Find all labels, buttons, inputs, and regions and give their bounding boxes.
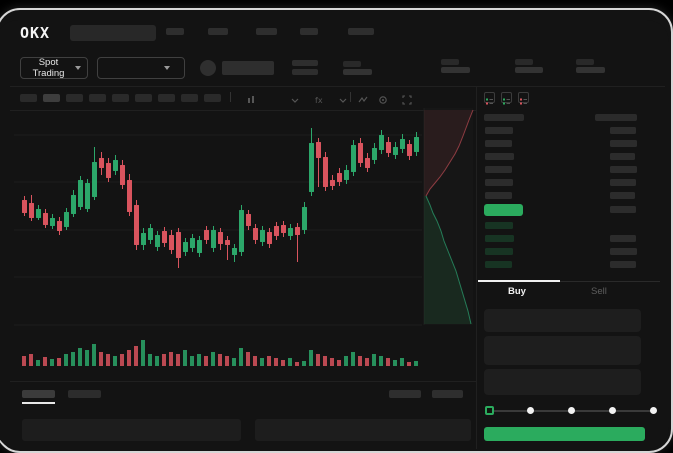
orderbook-bid-amount[interactable] bbox=[610, 235, 636, 242]
orderbook-ask-price[interactable] bbox=[485, 179, 513, 186]
timeframe-button[interactable] bbox=[204, 94, 221, 102]
ticker-stat-label bbox=[515, 59, 533, 65]
orderbook-bids-icon[interactable] bbox=[501, 92, 512, 105]
orderbook-ask-price[interactable] bbox=[485, 166, 512, 173]
bottom-panel-tab[interactable] bbox=[22, 390, 55, 398]
bottom-table-placeholder bbox=[22, 419, 241, 441]
timeframe-button[interactable] bbox=[89, 94, 106, 102]
bottom-bar-control[interactable] bbox=[432, 390, 463, 398]
toolbar-separator bbox=[350, 92, 351, 102]
orderbook-ask-amount[interactable] bbox=[610, 192, 635, 199]
ticker-stat-label bbox=[441, 59, 459, 65]
indicators-icon[interactable]: fx bbox=[314, 92, 324, 105]
orderbook-asks-icon[interactable] bbox=[518, 92, 529, 105]
orderbook-bid-amount[interactable] bbox=[610, 261, 636, 268]
nav-menu-item[interactable] bbox=[256, 28, 277, 35]
tab-buy[interactable]: Buy bbox=[508, 286, 526, 297]
timeframe-button[interactable] bbox=[112, 94, 129, 102]
orderbook-ask-price[interactable] bbox=[485, 192, 512, 199]
slider-stop-dot[interactable] bbox=[609, 407, 616, 414]
orderbook-ask-price[interactable] bbox=[485, 153, 514, 160]
pair-dropdown[interactable] bbox=[97, 57, 185, 79]
ticker-stat-label bbox=[343, 61, 361, 67]
active-tab-indicator bbox=[478, 280, 560, 282]
nav-menu-item[interactable] bbox=[208, 28, 228, 35]
tab-sell[interactable]: Sell bbox=[591, 286, 607, 297]
pair-name-placeholder bbox=[222, 61, 274, 75]
ticker-mini-placeholder bbox=[292, 69, 318, 75]
orderbook-bid-price[interactable] bbox=[485, 222, 513, 229]
timeframe-button[interactable] bbox=[158, 94, 175, 102]
chevron-down-icon[interactable] bbox=[290, 92, 300, 103]
orderbook-ask-amount[interactable] bbox=[610, 179, 636, 186]
line-tools-icon[interactable] bbox=[358, 92, 368, 103]
ticker-stat-label bbox=[576, 59, 594, 65]
divider bbox=[10, 86, 665, 87]
depth-chart-area[interactable] bbox=[424, 108, 474, 325]
bottom-panel-tab[interactable] bbox=[68, 390, 101, 398]
orderbook-bid-amount[interactable] bbox=[610, 248, 637, 255]
orderbook-ask-amount[interactable] bbox=[610, 166, 637, 173]
chevron-down-icon[interactable] bbox=[338, 92, 348, 103]
bottom-bar-control[interactable] bbox=[389, 390, 421, 398]
orderbook-ask-amount[interactable] bbox=[610, 153, 635, 160]
ticker-stat-value bbox=[576, 67, 605, 73]
timeframe-button[interactable] bbox=[20, 94, 37, 102]
slider-stop-dot[interactable] bbox=[568, 407, 575, 414]
slider-handle[interactable] bbox=[485, 406, 494, 415]
price-chart-area[interactable] bbox=[10, 111, 424, 379]
slider-stop-dot[interactable] bbox=[650, 407, 657, 414]
orderbook-ask-amount[interactable] bbox=[610, 127, 636, 134]
ticker-mini-placeholder bbox=[292, 60, 318, 66]
buy-submit-button[interactable] bbox=[484, 427, 645, 441]
divider bbox=[10, 110, 476, 111]
coin-logo-icon bbox=[200, 60, 216, 76]
bottom-table-placeholder bbox=[255, 419, 471, 441]
nav-menu-item[interactable] bbox=[300, 28, 318, 35]
divider bbox=[560, 281, 660, 282]
divider bbox=[476, 86, 477, 449]
timeframe-button[interactable] bbox=[66, 94, 83, 102]
timeframe-button[interactable] bbox=[181, 94, 198, 102]
orderbook-combined-icon[interactable] bbox=[484, 92, 495, 105]
nav-menu-item[interactable] bbox=[166, 28, 184, 35]
toolbar-separator bbox=[230, 92, 231, 102]
timeframe-button[interactable] bbox=[43, 94, 60, 102]
orderbook-column-header bbox=[595, 114, 637, 121]
slider-stop-dot[interactable] bbox=[527, 407, 534, 414]
orderbook-bid-price[interactable] bbox=[485, 235, 514, 242]
order-form-input[interactable] bbox=[484, 369, 641, 395]
search-input[interactable] bbox=[70, 25, 156, 41]
orderbook-bid-price[interactable] bbox=[485, 261, 512, 268]
ticker-stat-value bbox=[515, 67, 543, 73]
divider bbox=[10, 381, 476, 382]
nav-menu-item[interactable] bbox=[348, 28, 374, 35]
last-price-badge[interactable] bbox=[484, 204, 523, 216]
settings-icon[interactable] bbox=[378, 92, 388, 104]
active-tab-underline bbox=[22, 402, 55, 404]
fullscreen-icon[interactable] bbox=[402, 92, 412, 105]
orderbook-last-amount bbox=[610, 206, 636, 213]
okx-logo[interactable]: OKX bbox=[20, 24, 51, 42]
chart-type-icon[interactable] bbox=[246, 92, 256, 103]
app-window-frame bbox=[0, 8, 673, 453]
ticker-stat-value bbox=[343, 69, 372, 75]
market-type-label: Spot Trading bbox=[32, 57, 65, 79]
svg-text:fx: fx bbox=[315, 96, 323, 105]
orderbook-column-header bbox=[484, 114, 524, 121]
order-form-input[interactable] bbox=[484, 309, 641, 332]
market-type-dropdown[interactable]: Spot Trading bbox=[20, 57, 88, 79]
ticker-stat-value bbox=[441, 67, 470, 73]
timeframe-button[interactable] bbox=[135, 94, 152, 102]
orderbook-ask-price[interactable] bbox=[485, 140, 512, 147]
orderbook-ask-amount[interactable] bbox=[610, 140, 637, 147]
order-form-input[interactable] bbox=[484, 336, 641, 365]
chevron-down-icon bbox=[164, 66, 170, 70]
orderbook-ask-price[interactable] bbox=[485, 127, 513, 134]
chevron-down-icon bbox=[75, 66, 81, 70]
orderbook-bid-price[interactable] bbox=[485, 248, 513, 255]
